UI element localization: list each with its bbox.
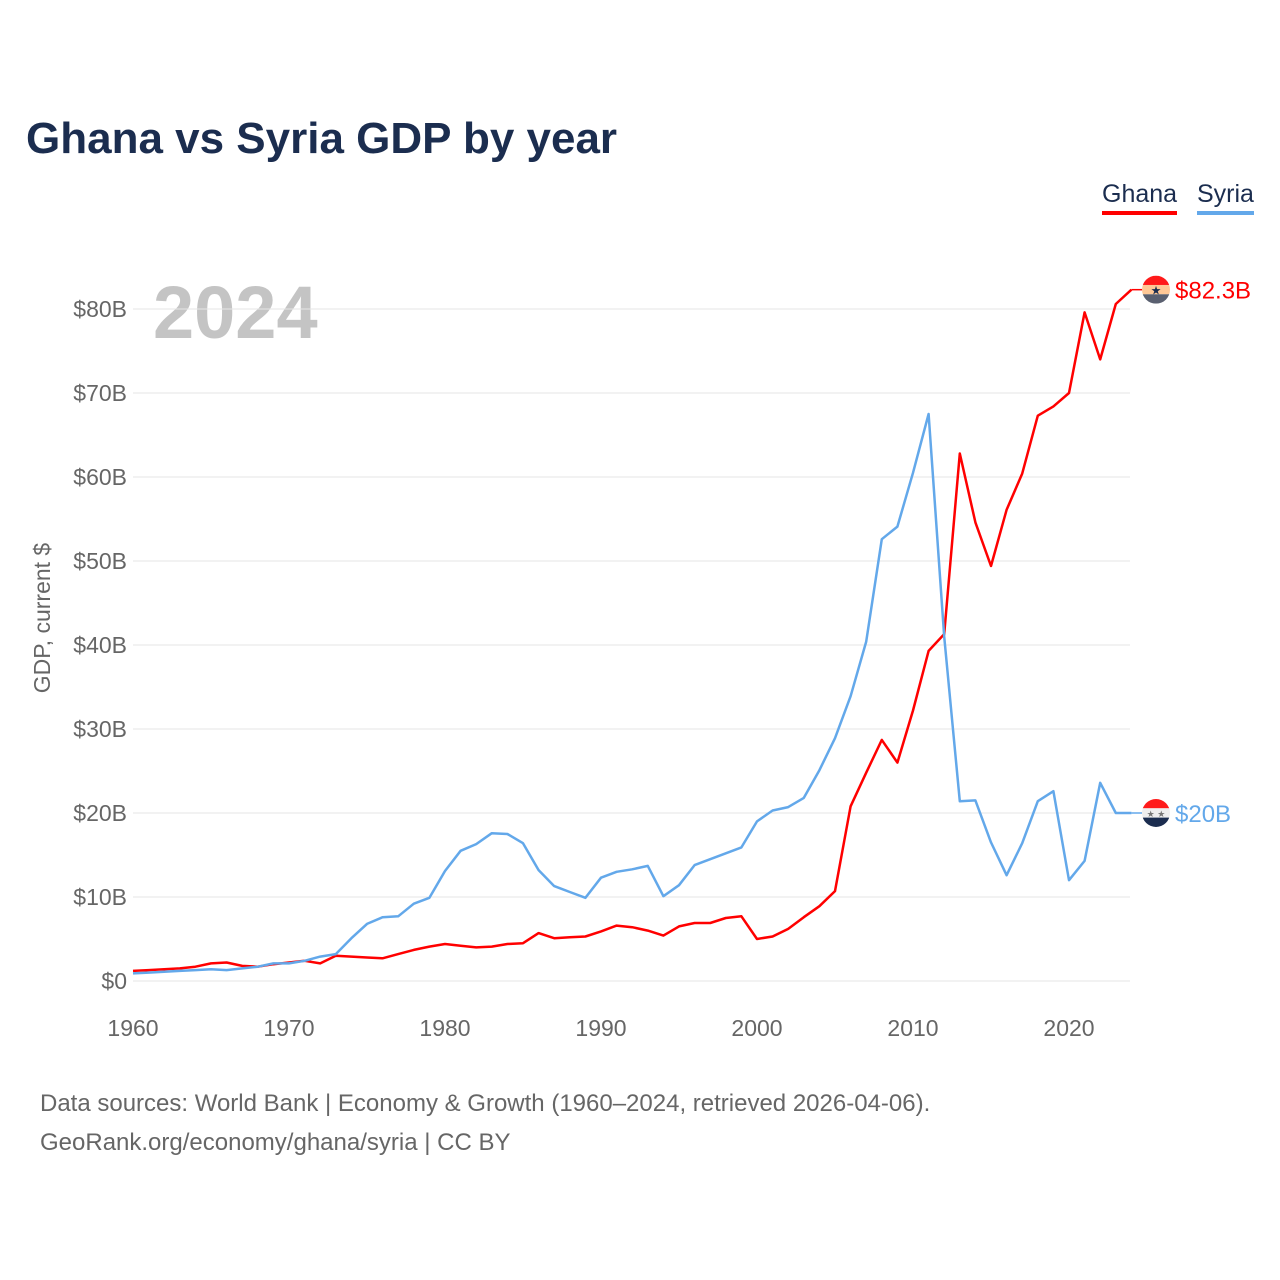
y-tick-label: $0: [101, 968, 127, 994]
y-tick-label: $50B: [73, 548, 127, 574]
svg-text:★: ★: [1151, 284, 1162, 298]
source-line-2[interactable]: GeoRank.org/economy/ghana/syria | CC BY: [40, 1129, 511, 1156]
y-tick-label: $10B: [73, 884, 127, 910]
flag-syria-icon: ★ ★: [1142, 799, 1170, 827]
svg-text:★ ★: ★ ★: [1147, 809, 1166, 819]
y-tick-label: $20B: [73, 800, 127, 826]
end-value-label-syria: $20B: [1175, 801, 1231, 828]
x-tick-label: 1980: [419, 1015, 470, 1041]
y-tick-label: $40B: [73, 632, 127, 658]
y-tick-label: $30B: [73, 716, 127, 742]
source-line-1: Data sources: World Bank | Economy & Gro…: [40, 1090, 931, 1117]
y-tick-label: $80B: [73, 296, 127, 322]
end-value-label-ghana: $82.3B: [1175, 278, 1251, 305]
x-tick-label: 1970: [263, 1015, 314, 1041]
series-line-syria: [132, 412, 1132, 975]
legend-syria[interactable]: Syria: [1197, 180, 1254, 215]
chart-title: Ghana vs Syria GDP by year: [26, 114, 618, 163]
x-tick-label: 2000: [731, 1015, 782, 1041]
y-tick-label: $60B: [73, 464, 127, 490]
x-tick-label: 1990: [575, 1015, 626, 1041]
legend-ghana[interactable]: Ghana: [1102, 180, 1178, 215]
y-axis-label: GDP, current $: [29, 543, 55, 694]
y-tick-label: $70B: [73, 380, 127, 406]
year-label: 2024: [153, 271, 318, 354]
x-tick-label: 1960: [107, 1015, 158, 1041]
flag-ghana-icon: ★: [1142, 275, 1170, 304]
x-tick-label: 2020: [1043, 1015, 1094, 1041]
x-tick-label: 2010: [887, 1015, 938, 1041]
source-note: Data sources: World Bank | Economy & Gro…: [40, 1084, 930, 1162]
